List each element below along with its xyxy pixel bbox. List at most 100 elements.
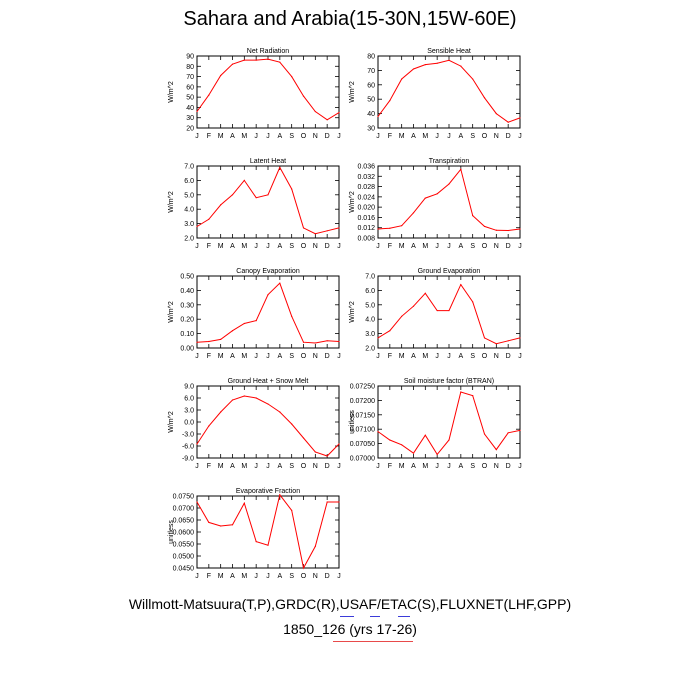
data-point	[377, 431, 379, 433]
data-point	[267, 544, 269, 546]
y-tick-label: 0.028	[357, 184, 375, 191]
y-tick-label: 0.40	[180, 288, 194, 295]
y-tick-label: 0.020	[357, 205, 375, 212]
data-point	[338, 111, 340, 114]
y-tick-label: -6.0	[182, 444, 194, 451]
y-axis-label: W/m^2	[168, 191, 175, 213]
x-tick-label: A	[411, 243, 416, 250]
data-point	[495, 449, 497, 451]
data-point	[326, 455, 328, 457]
plot-frame	[377, 55, 521, 129]
panel-soil-moisture-factor: Soil moisture factor (BTRAN) 0.07250 0.072…	[349, 378, 522, 470]
data-point	[401, 78, 403, 80]
x-tick-label: S	[289, 573, 294, 580]
x-tick-label: S	[289, 243, 294, 250]
x-tick-label: N	[313, 353, 318, 360]
x-tick-label: A	[277, 133, 282, 140]
y-tick-label: 5.0	[365, 302, 375, 309]
data-point	[472, 301, 474, 303]
y-tick-label: 0.07100	[350, 427, 375, 434]
x-tick-label: N	[313, 463, 318, 470]
y-tick-label: 4.0	[365, 317, 375, 324]
data-point	[507, 340, 509, 342]
x-tick-label: F	[388, 243, 392, 250]
data-point	[412, 212, 415, 214]
data-point	[412, 68, 415, 70]
y-tick-label: 0.07150	[350, 412, 375, 419]
data-point	[460, 391, 462, 393]
data-point	[314, 110, 316, 113]
x-tick-label: F	[388, 133, 392, 140]
x-tick-label: J	[435, 353, 439, 360]
data-point	[424, 197, 426, 199]
plot-frame	[196, 495, 340, 569]
y-axis-label: W/m^2	[349, 301, 356, 323]
data-point	[302, 227, 305, 229]
data-point	[448, 183, 450, 185]
y-tick-label: -9.0	[182, 456, 194, 463]
data-point	[208, 94, 210, 96]
x-tick-label: J	[254, 573, 258, 580]
plot-frame	[377, 165, 521, 239]
y-axis-label: W/m^2	[349, 191, 356, 213]
data-point	[314, 545, 316, 548]
data-point	[338, 340, 340, 343]
data-point	[267, 194, 269, 196]
data-source-caption: Willmott-Matsuura(T,P),GRDC(R),USAF/ETAC…	[128, 596, 572, 612]
data-point	[196, 341, 198, 343]
x-tick-label: J	[337, 353, 341, 360]
data-point	[243, 179, 245, 181]
data-point	[519, 429, 521, 431]
data-point	[389, 227, 391, 229]
data-point	[243, 59, 245, 61]
data-point	[196, 225, 198, 228]
x-tick-label: J	[337, 573, 341, 580]
data-point	[220, 411, 222, 413]
data-point	[483, 433, 486, 435]
data-point	[436, 453, 438, 455]
y-tick-label: 0.0550	[173, 542, 195, 549]
caption-underline-red	[333, 641, 413, 642]
data-point	[208, 521, 210, 524]
x-tick-label: J	[435, 133, 439, 140]
x-tick-label: F	[388, 463, 392, 470]
x-tick-label: D	[325, 573, 330, 580]
x-tick-label: O	[301, 243, 307, 250]
data-point	[483, 97, 486, 99]
y-tick-label: 7.0	[184, 164, 194, 171]
data-point	[483, 225, 486, 228]
series-line	[377, 59, 521, 123]
data-point	[291, 188, 293, 190]
y-tick-label: 0.0700	[173, 506, 195, 513]
y-tick-label: 0.0650	[173, 518, 195, 525]
y-tick-label: 2.0	[365, 346, 375, 353]
x-tick-label: D	[325, 243, 330, 250]
data-point	[231, 399, 234, 401]
panel-title: Canopy Evaporation	[236, 268, 300, 275]
data-point	[279, 494, 281, 496]
y-tick-label: 3.0	[184, 408, 194, 415]
y-tick-label: 7.0	[365, 274, 375, 281]
data-point	[448, 309, 450, 312]
x-tick-label: M	[399, 463, 405, 470]
x-tick-label: A	[458, 463, 463, 470]
data-point	[377, 337, 379, 339]
data-point	[507, 121, 509, 123]
data-point	[389, 439, 391, 441]
data-point	[326, 340, 328, 342]
panel-evaporative-fraction: Evaporative Fraction 0.0750 0.0700 0.0650 0.…	[168, 488, 341, 580]
y-tick-label: 0.032	[357, 174, 375, 181]
x-tick-label: F	[388, 353, 392, 360]
y-tick-label: 60	[367, 82, 375, 89]
x-tick-label: A	[411, 463, 416, 470]
data-point	[302, 567, 305, 569]
plot-frame	[196, 275, 340, 349]
y-tick-label: 30	[186, 115, 194, 122]
data-point	[267, 58, 269, 60]
y-tick-label: -3.0	[182, 432, 194, 439]
x-tick-label: F	[207, 463, 211, 470]
x-tick-label: J	[447, 463, 451, 470]
data-point	[196, 501, 198, 503]
x-tick-label: O	[482, 133, 488, 140]
y-tick-label: 70	[367, 68, 375, 75]
